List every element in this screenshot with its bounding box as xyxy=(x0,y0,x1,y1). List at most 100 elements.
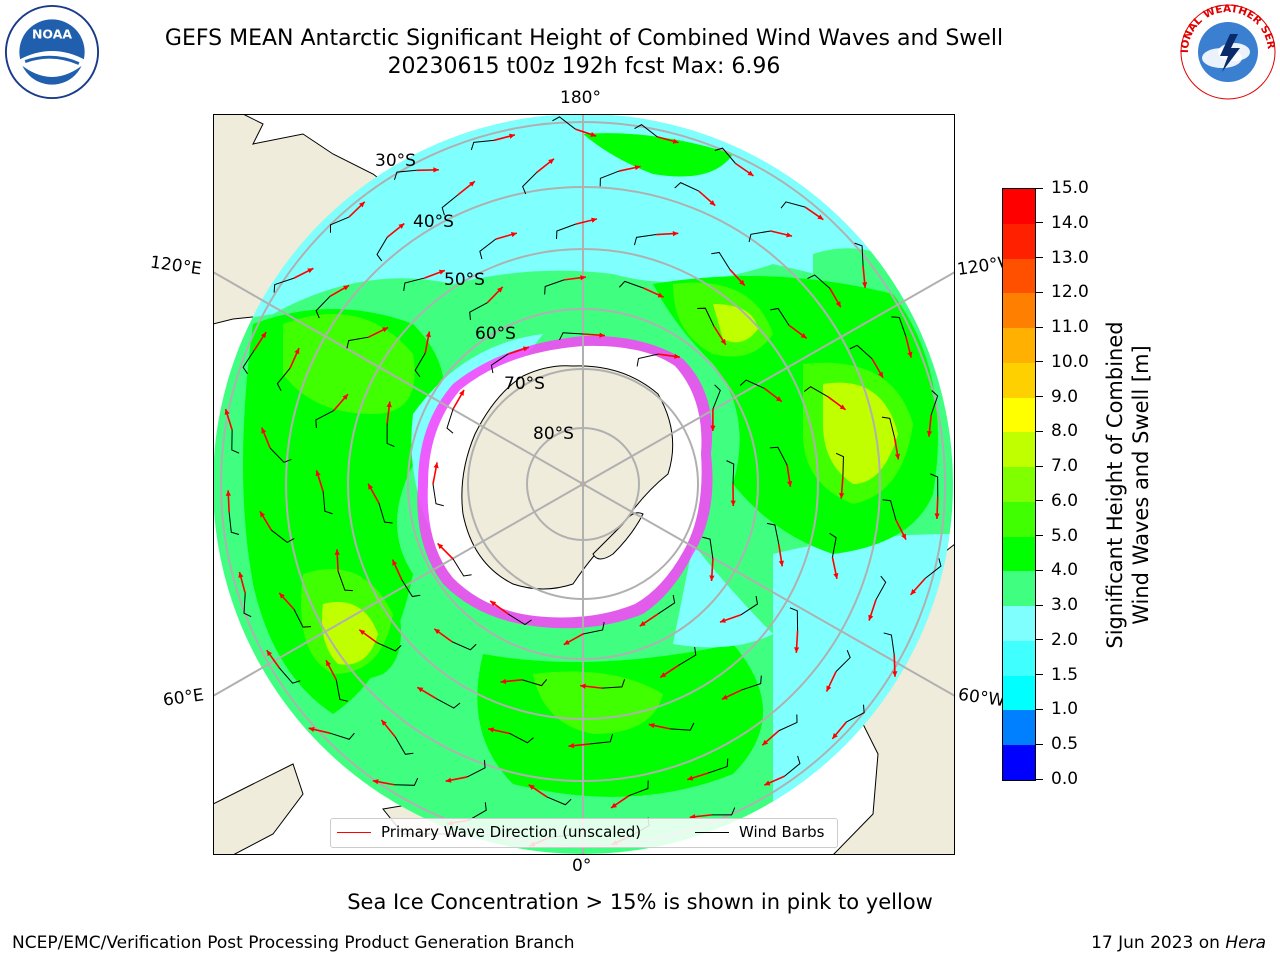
wind-barb xyxy=(451,641,477,651)
legend-swatch-black xyxy=(695,831,729,833)
wave-arrow-head xyxy=(225,490,231,496)
wave-arrow-head xyxy=(497,286,503,293)
wind-barb xyxy=(618,280,644,289)
wave-arrow-head xyxy=(469,181,475,187)
colorbar-bin xyxy=(1003,397,1035,433)
wind-barb xyxy=(881,416,896,438)
legend-label-wave-direction: Primary Wave Direction (unscaled) xyxy=(381,823,642,841)
wind-barb xyxy=(657,594,676,615)
wind-barb xyxy=(712,384,721,410)
wave-arrow-head xyxy=(800,333,807,339)
wind-barb xyxy=(329,216,350,233)
wind-barb xyxy=(276,367,291,392)
wave-arrow-head xyxy=(433,167,439,173)
wind-barb xyxy=(784,755,801,777)
colorbar-bin xyxy=(1003,571,1035,607)
colorbar-tick-label: 3.0 xyxy=(1035,595,1078,615)
wind-barb xyxy=(329,732,355,740)
wind-barb xyxy=(435,698,461,709)
wind-barb xyxy=(394,777,419,786)
wave-arrow-head xyxy=(839,492,845,499)
wave-arrow-head xyxy=(747,170,754,176)
wave-arrow-head xyxy=(580,275,586,281)
wind-barb xyxy=(231,429,240,454)
wind-barb xyxy=(546,796,572,806)
wind-barb xyxy=(891,316,907,337)
wave-arrow-head xyxy=(308,726,315,732)
wave-arrow-head xyxy=(710,425,716,431)
wave-arrow-head xyxy=(730,500,736,506)
wave-arrow-head xyxy=(720,338,726,345)
wind-barb xyxy=(522,172,538,195)
wind-barb xyxy=(479,238,496,260)
wave-arrow-head xyxy=(260,511,266,518)
wind-barb xyxy=(441,194,459,216)
wind-barb xyxy=(711,251,731,270)
lon-label-60e: 60°E xyxy=(161,685,206,711)
colorbar-bin xyxy=(1003,710,1035,746)
wind-barb xyxy=(376,236,388,262)
wind-barb xyxy=(770,307,790,326)
wave-arrow-head xyxy=(417,687,424,693)
legend-item-wave-direction: Primary Wave Direction (unscaled) xyxy=(337,823,641,841)
wave-arrow-head xyxy=(580,683,586,689)
wind-barb xyxy=(559,332,584,341)
wind-barb xyxy=(556,223,576,240)
wave-arrow-head xyxy=(315,470,321,477)
wave-arrow-head xyxy=(279,592,285,599)
colorbar-bin xyxy=(1003,745,1035,780)
colorbar-label-line1: Significant Height of Combined xyxy=(1103,321,1127,649)
wave-arrow-head xyxy=(762,739,769,746)
wave-arrow-head xyxy=(488,727,495,733)
wave-arrow-head xyxy=(868,614,874,621)
wave-arrow-head xyxy=(490,600,497,607)
colorbar-tick-label: 0.0 xyxy=(1035,769,1078,789)
wave-arrow-head xyxy=(709,200,716,206)
wind-barb xyxy=(835,649,851,673)
footer-host: Hera xyxy=(1225,933,1266,953)
wind-barb xyxy=(849,344,873,360)
wave-arrow-head xyxy=(372,779,379,785)
wind-barb xyxy=(293,609,312,628)
wind-barb xyxy=(490,353,509,374)
wind-barb xyxy=(780,201,806,209)
colorbar-tick-label: 5.0 xyxy=(1035,526,1078,546)
lat-label-50s: 50°S xyxy=(444,270,485,290)
colorbar-bin xyxy=(1003,188,1035,224)
wave-arrow-head xyxy=(359,629,366,636)
colorbar-bin xyxy=(1003,501,1035,537)
colorbar-label-line2: Wind Waves and Swell [m] xyxy=(1129,345,1153,625)
wave-arrow-head xyxy=(794,647,800,653)
colorbar-bin xyxy=(1003,536,1035,572)
wave-arrow-head xyxy=(434,628,441,635)
wind-barb xyxy=(228,512,240,535)
chart-subtitle: 20230615 t00z 192h fcst Max: 6.96 xyxy=(387,54,781,79)
wind-barb xyxy=(636,353,659,367)
wave-arrow-head xyxy=(238,571,244,578)
lat-label-60s: 60°S xyxy=(475,324,516,344)
wave-arrow-head xyxy=(266,650,273,657)
wind-barb xyxy=(846,704,865,723)
wind-barb xyxy=(629,780,649,797)
colorbar-bin xyxy=(1003,640,1035,676)
colorbar-tick-label: 4.0 xyxy=(1035,560,1078,580)
graticule xyxy=(213,114,955,855)
wind-barb xyxy=(507,613,532,626)
wind-barb xyxy=(708,758,729,774)
wave-arrow-head xyxy=(294,348,300,355)
wave-arrow-head xyxy=(260,332,267,339)
wave-arrow-head xyxy=(775,396,782,402)
colorbar-tick-label: 12.0 xyxy=(1035,282,1089,302)
wind-barb xyxy=(273,277,294,293)
wind-barb xyxy=(883,632,895,655)
colorbar-bin xyxy=(1003,467,1035,502)
wave-arrow-head xyxy=(672,138,679,144)
colorbar-tick-label: 6.0 xyxy=(1035,491,1078,511)
wave-arrow-head xyxy=(894,453,901,460)
wind-barb xyxy=(466,759,486,778)
wind-barb xyxy=(882,499,897,521)
wave-arrow-head xyxy=(398,223,405,229)
colorbar-bin xyxy=(1003,362,1035,398)
wave-arrow-head xyxy=(862,282,868,288)
legend-item-wind-barbs: Wind Barbs xyxy=(695,823,824,841)
